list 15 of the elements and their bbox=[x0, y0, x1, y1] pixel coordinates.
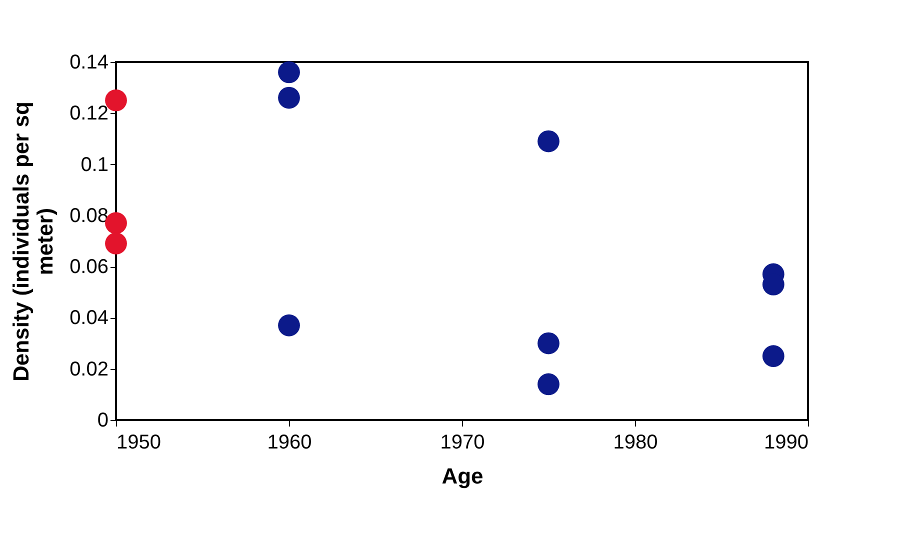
x-tick-label: 1950 bbox=[116, 432, 161, 454]
x-tick-label: 1990 bbox=[764, 432, 808, 454]
y-axis-title: Density (individuals per sq meter) bbox=[8, 102, 58, 382]
y-tick-label: 0.06 bbox=[70, 256, 108, 278]
x-tick-label: 1980 bbox=[613, 432, 658, 454]
y-tick-label: 0.1 bbox=[80, 154, 108, 176]
y-tick-label: 0.12 bbox=[70, 102, 108, 125]
y-tick-label: 0.04 bbox=[70, 307, 108, 330]
y-tick-label: 0.08 bbox=[70, 204, 108, 227]
x-tick-label: 1970 bbox=[440, 432, 485, 454]
x-tick-label: 1960 bbox=[267, 432, 312, 454]
y-tick-label: 0 bbox=[97, 410, 108, 432]
y-tick-label: 0.14 bbox=[70, 52, 108, 74]
x-axis-title: Age bbox=[442, 464, 484, 488]
y-tick-label: 0.02 bbox=[70, 358, 108, 380]
